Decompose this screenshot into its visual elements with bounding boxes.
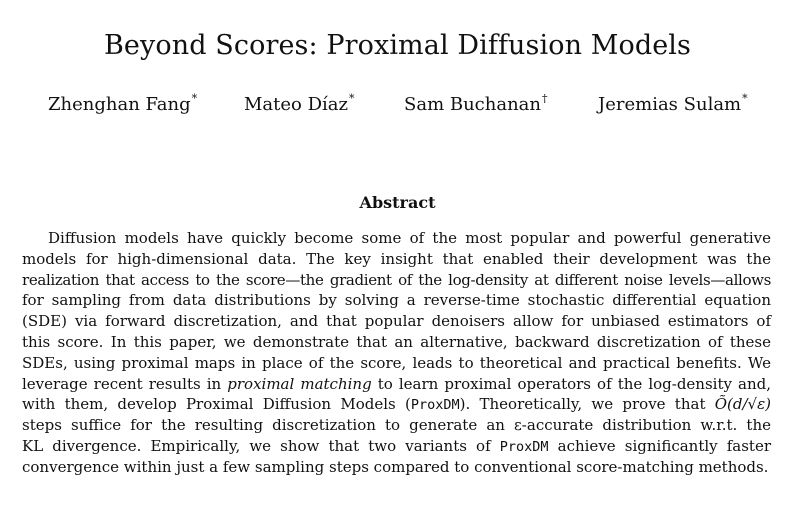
abstract-body: Diffusion models have quickly become som… (22, 228, 771, 478)
affiliation-mark: * (349, 92, 355, 105)
author-1: Zhenghan Fang* (48, 92, 198, 115)
abstract-line: for sampling from data distributions by … (22, 291, 771, 310)
abstract-line: realization that access to the score—the… (22, 270, 771, 289)
text-run: achieve significantly faster (548, 436, 772, 455)
abstract-heading: Abstract (359, 193, 436, 212)
author-name: Zhenghan Fang (48, 94, 191, 115)
author-name: Jeremias Sulam (598, 94, 742, 115)
code-term: ProxDM (410, 397, 460, 414)
affiliation-mark: * (191, 92, 198, 105)
abstract-line: convergence within just a few sampling s… (22, 457, 769, 476)
math-expression: Õ(d/√ε) (714, 395, 772, 414)
abstract-line: Diffusion models have quickly become som… (48, 229, 771, 247)
text-run: to learn proximal operators of the log-d… (371, 374, 771, 393)
author-4: Jeremias Sulam* (598, 92, 748, 115)
affiliation-mark: * (742, 92, 748, 105)
affiliation-mark: † (542, 92, 548, 105)
author-name: Mateo Díaz (244, 94, 349, 115)
abstract-line: leverage recent results in proximal matc… (22, 374, 771, 395)
text-run: KL divergence. Empirically, we show that… (22, 436, 500, 455)
abstract-line: with them, develop Proximal Diffusion Mo… (22, 394, 771, 415)
abstract-line: KL divergence. Empirically, we show that… (22, 436, 771, 457)
text-run: leverage recent results in (22, 374, 228, 393)
abstract-line: SDEs, using proximal maps in place of th… (22, 353, 771, 372)
text-run: ). Theoretically, we prove that (459, 395, 715, 414)
text-run: with them, develop Proximal Diffusion Mo… (22, 395, 411, 414)
abstract-line: models for high-dimensional data. The ke… (22, 249, 771, 268)
paper-title: Beyond Scores: Proximal Diffusion Models (103, 30, 692, 61)
abstract-line: (SDE) via forward discretization, and th… (22, 312, 771, 331)
abstract-line: this score. In this paper, we demonstrat… (22, 332, 771, 351)
abstract-line: steps suffice for the resulting discreti… (22, 416, 771, 435)
author-3: Sam Buchanan† (404, 92, 548, 115)
code-term: ProxDM (499, 438, 549, 455)
emphasis-term: proximal matching (227, 374, 372, 393)
author-name: Sam Buchanan (404, 94, 541, 115)
author-2: Mateo Díaz* (244, 92, 355, 115)
author-list: Zhenghan Fang* Mateo Díaz* Sam Buchanan†… (0, 92, 795, 124)
